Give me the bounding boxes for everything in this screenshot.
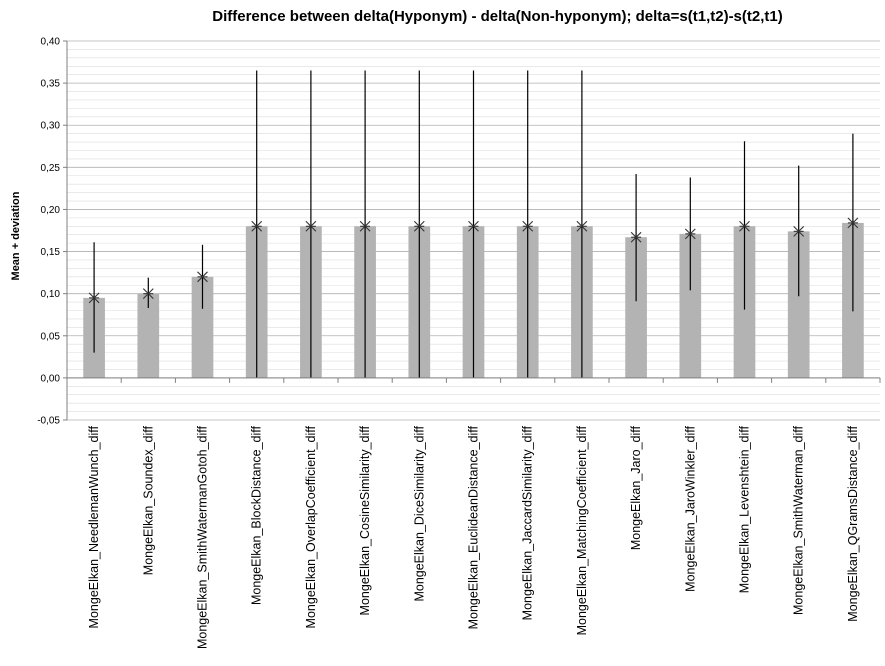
mean-marker xyxy=(305,220,317,232)
y-axis-label: Mean + deviation xyxy=(10,191,22,280)
y-tick-label: 0,30 xyxy=(41,121,61,132)
mean-marker xyxy=(739,220,750,232)
mean-marker xyxy=(468,220,479,232)
x-tick-label: MongeElkan_JaccardSimilarity_diff xyxy=(521,425,535,620)
y-tick-label: 0,35 xyxy=(41,79,61,90)
bar xyxy=(679,233,702,378)
x-tick-label: MongeElkan_BlockDistance_diff xyxy=(250,425,264,605)
x-tick-label: MongeElkan_OverlapCoefficient_diff xyxy=(304,425,318,628)
mean-marker xyxy=(847,217,859,229)
x-tick-label: MongeElkan_Levenshtein_diff xyxy=(738,425,752,593)
bar xyxy=(137,293,160,378)
mean-marker xyxy=(251,220,263,232)
x-tick-label: MongeElkan_DiceSimilarity_diff xyxy=(412,425,426,601)
y-tick-label: 0,15 xyxy=(41,247,61,258)
bar xyxy=(191,276,214,378)
x-tick-label: MongeElkan_SmithWaterman_diff xyxy=(792,425,806,615)
x-tick-label: MongeElkan_MatchingCoefficient_diff xyxy=(575,425,589,635)
mean-marker xyxy=(413,220,425,232)
x-tick-label: MongeElkan_Soundex_diff xyxy=(141,425,155,575)
y-tick-label: 0,25 xyxy=(41,163,61,174)
mean-marker xyxy=(359,220,371,232)
x-tick-label: MongeElkan_JaroWinkler_diff xyxy=(683,425,697,591)
y-tick-label: 0,00 xyxy=(41,373,61,384)
bar xyxy=(625,237,647,378)
x-tick-label: MongeElkan_Jaro_diff xyxy=(629,425,643,550)
mean-marker xyxy=(576,220,588,232)
x-tick-label: MongeElkan_SmithWatermanGotoh_diff xyxy=(196,425,210,649)
mean-marker xyxy=(522,220,534,232)
mean-marker xyxy=(88,292,100,304)
mean-marker xyxy=(630,231,642,243)
x-tick-label: MongeElkan_CosineSimilarity_diff xyxy=(358,425,372,615)
chart-title: Difference between delta(Hyponym) - delt… xyxy=(212,8,783,25)
y-tick-label: 0,10 xyxy=(41,289,61,300)
y-tick-label: -0,05 xyxy=(37,416,60,427)
y-tick-label: 0,05 xyxy=(41,331,61,342)
mean-marker xyxy=(684,228,696,240)
mean-marker xyxy=(793,225,805,237)
x-tick-label: MongeElkan_NeedlemanWunch_diff xyxy=(87,425,101,628)
mean-marker xyxy=(197,271,208,283)
x-tick-label: MongeElkan_QGramsDistance_diff xyxy=(846,425,860,621)
y-tick-label: 0,40 xyxy=(41,37,61,48)
bar xyxy=(787,231,810,378)
y-tick-label: 0,20 xyxy=(41,205,61,216)
mean-marker xyxy=(142,288,154,300)
x-tick-label: MongeElkan_EuclideanDistance_diff xyxy=(467,425,481,629)
